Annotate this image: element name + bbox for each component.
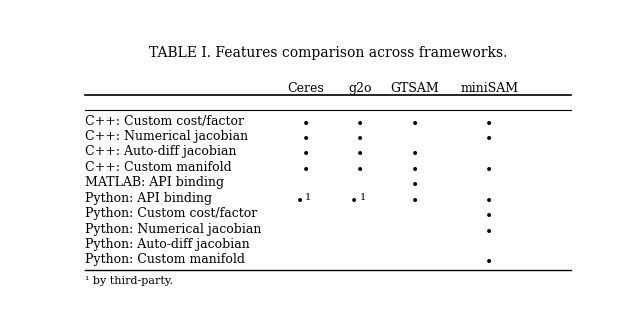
- Text: •: •: [350, 195, 358, 209]
- Text: •: •: [296, 195, 304, 209]
- Text: C++: Auto-diff jacobian: C++: Auto-diff jacobian: [85, 145, 236, 159]
- Text: •: •: [485, 256, 493, 270]
- Text: •: •: [411, 118, 419, 131]
- Text: ¹ by third-party.: ¹ by third-party.: [85, 276, 173, 286]
- Text: GTSAM: GTSAM: [390, 82, 439, 95]
- Text: Ceres: Ceres: [287, 82, 324, 95]
- Text: •: •: [301, 133, 310, 147]
- Text: Python: Custom cost/factor: Python: Custom cost/factor: [85, 207, 257, 220]
- Text: •: •: [411, 149, 419, 162]
- Text: MATLAB: API binding: MATLAB: API binding: [85, 176, 224, 189]
- Text: •: •: [301, 118, 310, 131]
- Text: Python: API binding: Python: API binding: [85, 192, 212, 205]
- Text: Python: Auto-diff jacobian: Python: Auto-diff jacobian: [85, 238, 250, 251]
- Text: •: •: [356, 118, 364, 131]
- Text: •: •: [485, 164, 493, 178]
- Text: 1: 1: [360, 193, 366, 203]
- Text: •: •: [485, 118, 493, 131]
- Text: •: •: [356, 149, 364, 162]
- Text: •: •: [356, 133, 364, 147]
- Text: •: •: [485, 225, 493, 240]
- Text: Python: Custom manifold: Python: Custom manifold: [85, 254, 245, 266]
- Text: •: •: [301, 149, 310, 162]
- Text: C++: Numerical jacobian: C++: Numerical jacobian: [85, 130, 248, 143]
- Text: •: •: [356, 164, 364, 178]
- Text: C++: Custom cost/factor: C++: Custom cost/factor: [85, 115, 244, 128]
- Text: •: •: [411, 164, 419, 178]
- Text: Python: Numerical jacobian: Python: Numerical jacobian: [85, 223, 261, 235]
- Text: •: •: [485, 133, 493, 147]
- Text: •: •: [485, 210, 493, 224]
- Text: •: •: [411, 179, 419, 193]
- Text: 1: 1: [305, 193, 311, 203]
- Text: •: •: [411, 195, 419, 209]
- Text: •: •: [301, 164, 310, 178]
- Text: miniSAM: miniSAM: [460, 82, 518, 95]
- Text: g2o: g2o: [349, 82, 372, 95]
- Text: •: •: [485, 195, 493, 209]
- Text: C++: Custom manifold: C++: Custom manifold: [85, 161, 232, 174]
- Text: TABLE I. Features comparison across frameworks.: TABLE I. Features comparison across fram…: [149, 46, 507, 60]
